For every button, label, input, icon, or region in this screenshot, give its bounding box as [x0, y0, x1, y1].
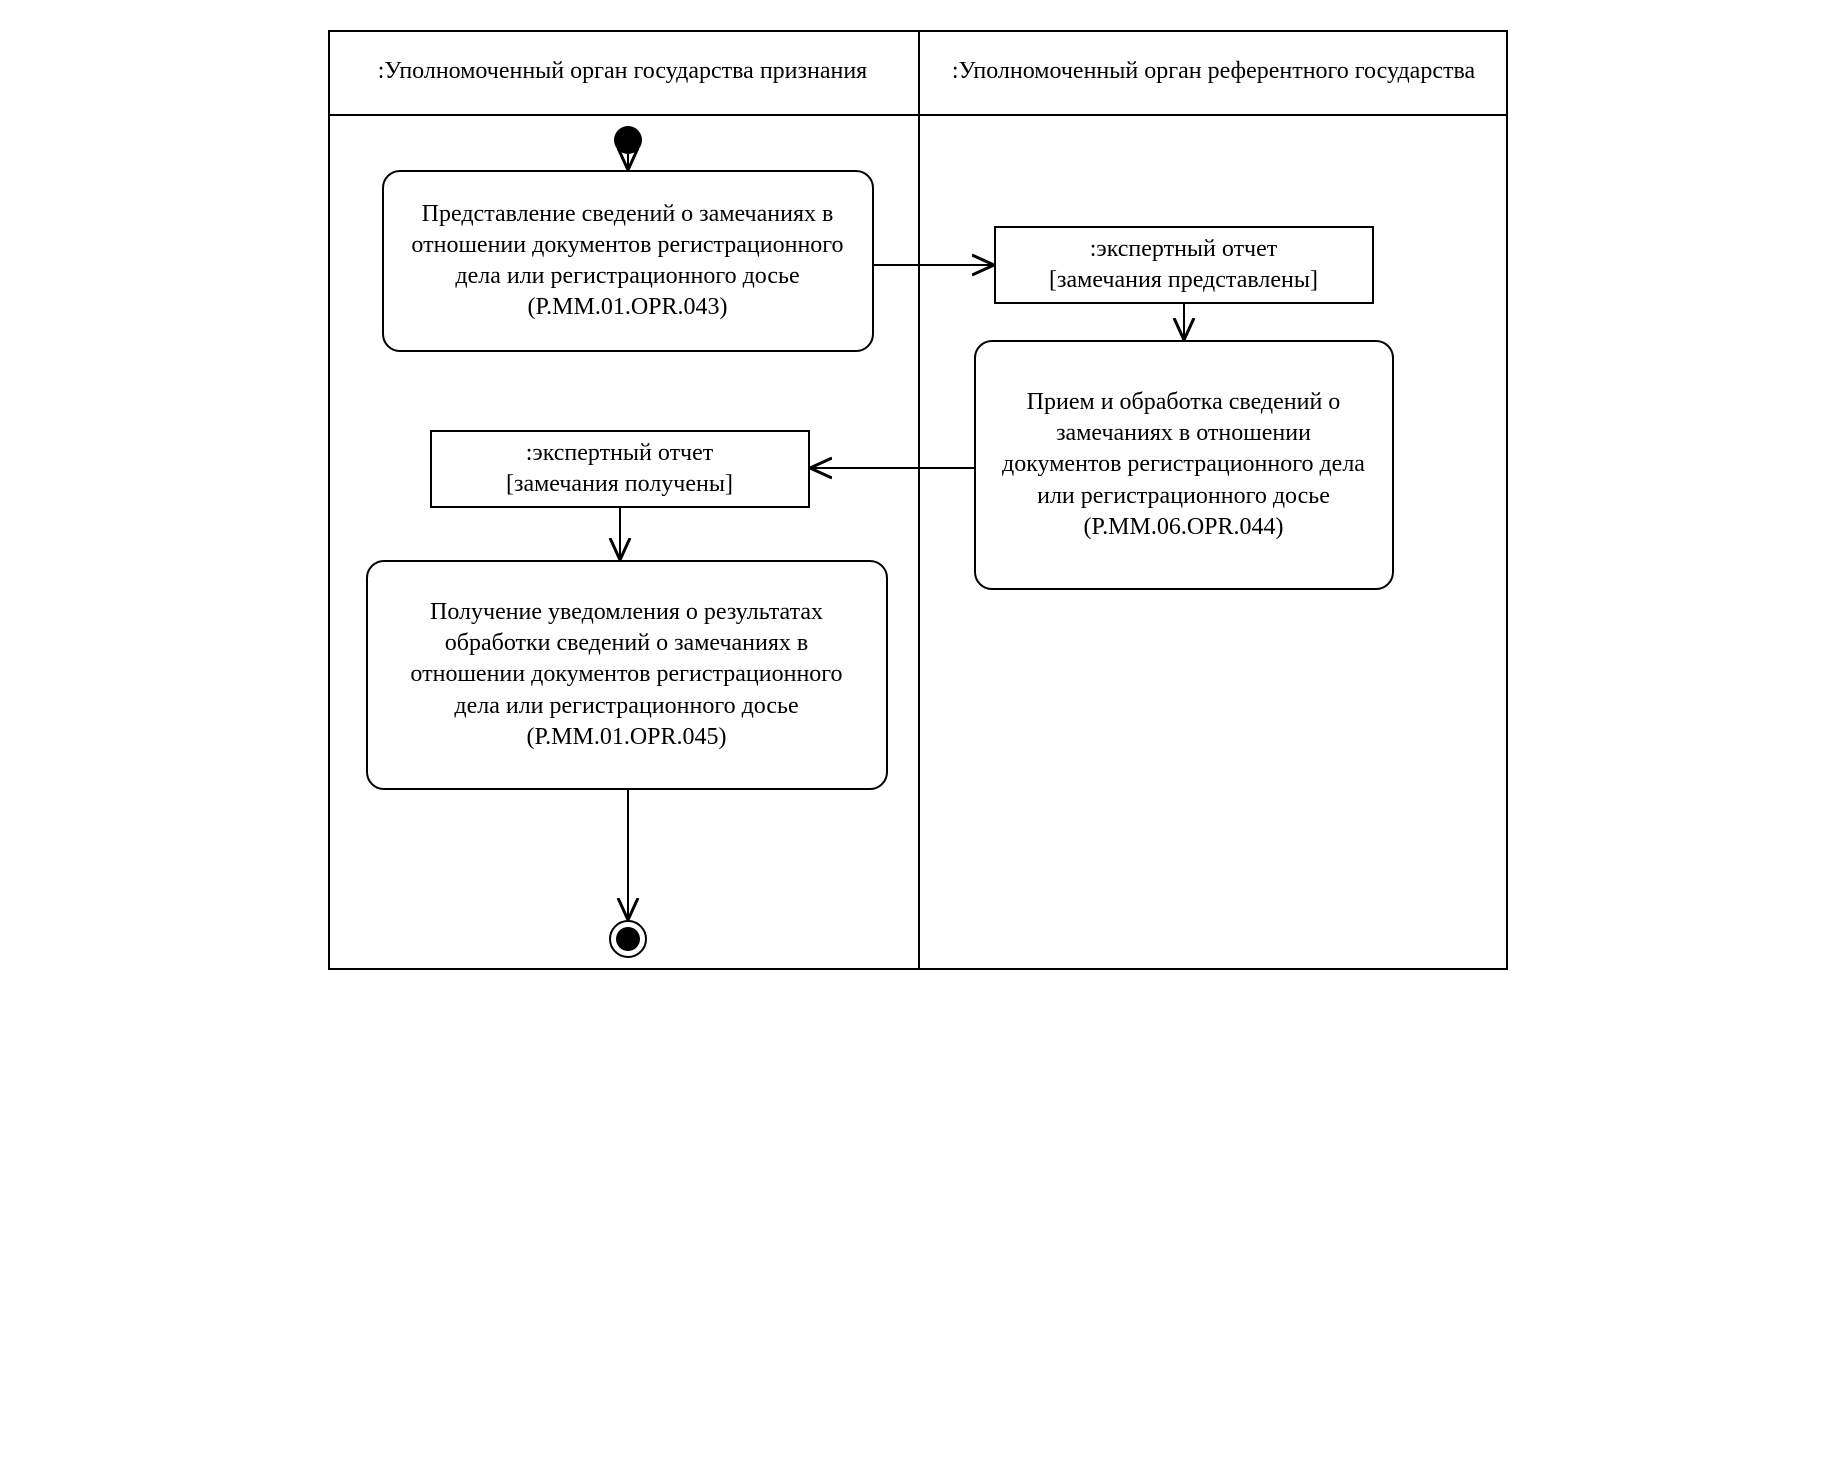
object-expert-report-received: :экспертный отчет [замечания получены] [430, 430, 810, 508]
activity-1-text: Представление сведений о замечаниях в от… [402, 199, 854, 324]
activity-2-text: Прием и обработка сведений о замечаниях … [994, 387, 1374, 543]
object-2-line2: [замечания получены] [506, 469, 733, 500]
activity-submit-comments: Представление сведений о замечаниях в от… [382, 170, 874, 352]
activity-3-text: Получение уведомления о результатах обра… [386, 597, 868, 753]
swimlane-header-right-text: :Уполномоченный орган референтного госуд… [952, 56, 1475, 87]
object-2-line1: :экспертный отчет [526, 438, 714, 469]
activity-process-comments: Прием и обработка сведений о замечаниях … [974, 340, 1394, 590]
initial-node [614, 126, 642, 154]
final-node-inner [616, 927, 640, 951]
object-1-line2: [замечания представлены] [1049, 265, 1318, 296]
swimlane-header-left-text: :Уполномоченный орган государства призна… [378, 56, 867, 87]
object-expert-report-submitted: :экспертный отчет [замечания представлен… [994, 226, 1374, 304]
object-1-line1: :экспертный отчет [1090, 234, 1278, 265]
swimlane-header-right: :Уполномоченный орган референтного госуд… [922, 32, 1506, 112]
final-node [609, 920, 647, 958]
activity-receive-notification: Получение уведомления о результатах обра… [366, 560, 888, 790]
swimlane-divider [918, 30, 920, 970]
activity-diagram: :Уполномоченный орган государства призна… [318, 20, 1518, 980]
swimlane-header-left: :Уполномоченный орган государства призна… [330, 32, 916, 112]
